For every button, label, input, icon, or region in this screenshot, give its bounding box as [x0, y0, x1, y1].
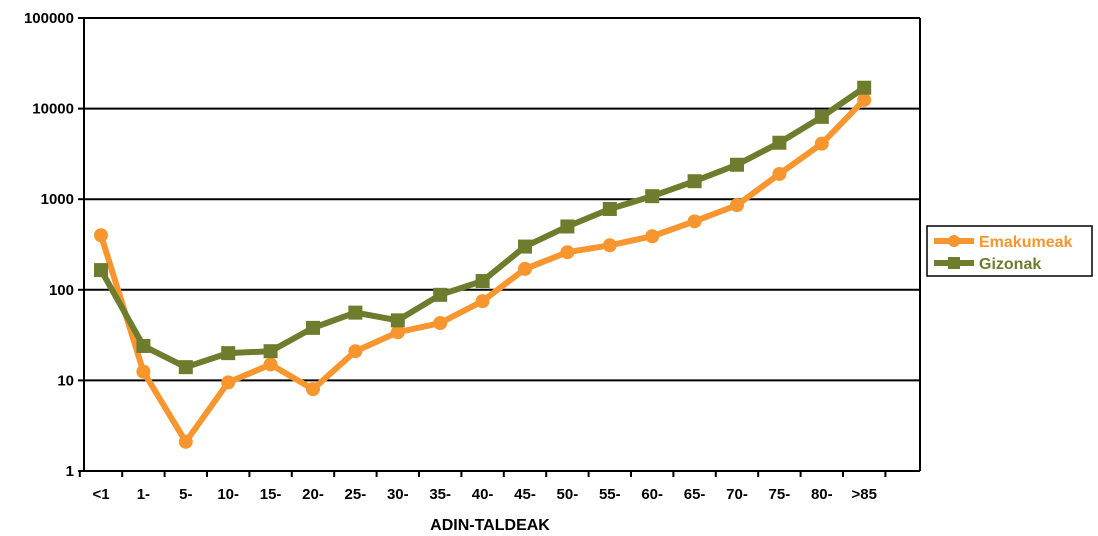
x-tick-label: 75-: [769, 486, 791, 503]
x-tick-label: 5-: [179, 486, 192, 503]
data-point: [687, 174, 702, 189]
series-line: [98, 96, 868, 445]
data-point: [814, 109, 829, 124]
y-tick-label: 1: [66, 463, 74, 480]
x-tick-label: 10-: [217, 486, 239, 503]
series-layer: [94, 80, 872, 449]
data-point: [348, 344, 363, 359]
legend: Emakumeak Gizonak: [926, 225, 1093, 277]
data-point: [602, 201, 617, 216]
data-point: [263, 344, 278, 359]
data-point: [306, 320, 320, 335]
data-point: [94, 228, 108, 243]
x-tick-label: 45-: [514, 486, 536, 503]
x-tick-label: 35-: [429, 486, 451, 503]
data-point: [814, 136, 829, 151]
y-tick-label: 1000: [41, 191, 74, 208]
data-point: [390, 313, 405, 328]
data-point: [857, 80, 872, 95]
data-point: [94, 263, 108, 278]
data-point: [433, 316, 448, 331]
x-tick-label: 40-: [472, 486, 494, 503]
data-point: [433, 287, 448, 302]
x-axis-ticks: <1 1- 5- 10- 15- 20- 25- 30- 35- 40- 45- 50- 55- 60- 6…: [78, 471, 887, 503]
x-tick-label: 80-: [811, 486, 833, 503]
legend-label: Emakumeak: [979, 234, 1072, 251]
x-tick-label: 20-: [302, 486, 324, 503]
data-point: [348, 305, 363, 320]
x-tick-label: 70-: [726, 486, 748, 503]
series-gizonak: [94, 80, 872, 375]
data-point: [560, 245, 575, 260]
data-point: [178, 434, 193, 449]
data-point: [221, 346, 236, 361]
legend-label: Gizonak: [979, 256, 1041, 273]
data-point: [518, 239, 532, 254]
x-tick-label: 60-: [641, 486, 663, 503]
series-emakumeak: [94, 92, 872, 449]
y-tick-label: 100000: [24, 10, 74, 27]
x-tick-label: 15-: [260, 486, 282, 503]
y-tick-label: 10: [57, 372, 74, 389]
x-tick-label: <1: [92, 486, 109, 503]
data-point: [560, 219, 575, 234]
data-point: [730, 198, 744, 213]
x-tick-label: 1-: [137, 486, 150, 503]
x-tick-label: 65-: [684, 486, 706, 503]
data-point: [518, 261, 532, 276]
gridlines: [84, 17, 920, 382]
x-tick-label: 55-: [599, 486, 621, 503]
data-point: [602, 238, 617, 253]
data-point: [221, 375, 236, 390]
data-point: [772, 166, 787, 181]
x-tick-label: 25-: [345, 486, 367, 503]
data-point: [136, 338, 151, 353]
data-point: [178, 360, 193, 375]
x-tick-label: >85: [851, 486, 876, 503]
x-axis-title: ADIN-TALDEAK: [430, 517, 550, 534]
y-tick-label: 10000: [32, 101, 74, 118]
data-point: [390, 325, 405, 340]
series-line: [98, 84, 868, 371]
data-point: [475, 274, 490, 289]
data-point: [857, 92, 872, 107]
data-point: [136, 364, 151, 379]
data-point: [772, 135, 787, 150]
y-axis-ticks: 1 10 100 1000 10000 100000: [24, 10, 84, 480]
x-tick-label: 30-: [387, 486, 409, 503]
data-point: [306, 382, 320, 397]
legend-marker: [948, 235, 960, 247]
data-point: [730, 157, 744, 172]
y-tick-label: 100: [49, 282, 74, 299]
legend-marker: [948, 257, 960, 269]
data-point: [645, 229, 660, 244]
data-point: [687, 214, 702, 229]
x-tick-label: 50-: [557, 486, 579, 503]
data-point: [645, 189, 660, 204]
data-point: [475, 294, 490, 309]
data-point: [263, 357, 278, 372]
